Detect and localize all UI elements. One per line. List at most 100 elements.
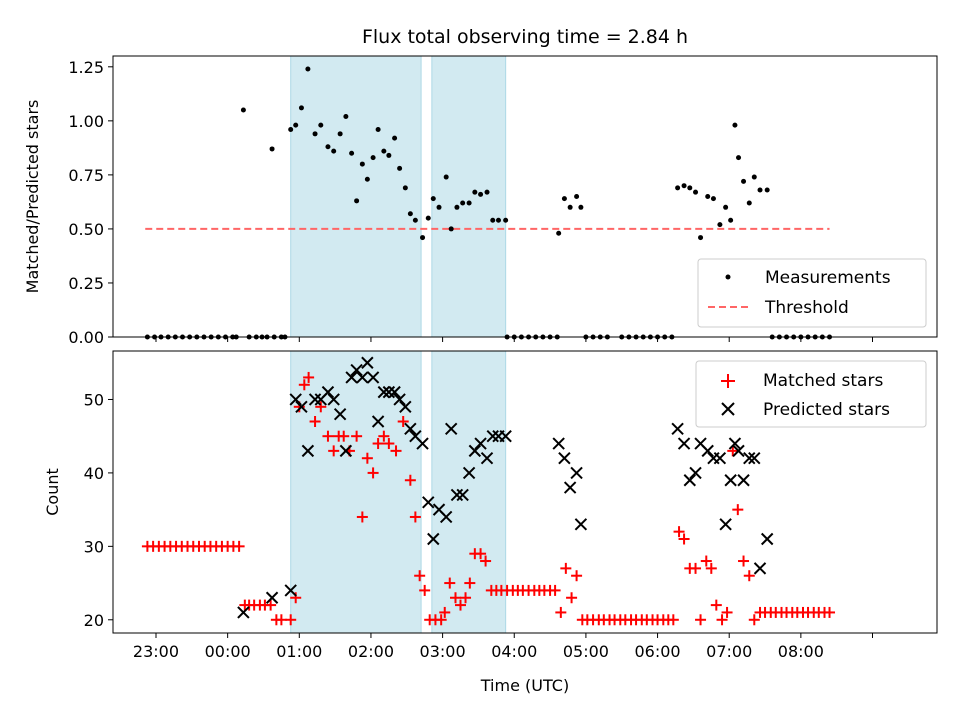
bottom-legend-box: [695, 360, 927, 428]
measurement-point: [420, 235, 426, 241]
measurement-point: [331, 148, 337, 154]
bottom-plot-frame: [112, 350, 938, 634]
top-plot-frame: [112, 55, 938, 338]
matched-star-point: [748, 614, 760, 626]
predicted-star-mark-b: [339, 444, 353, 458]
measurement-point: [359, 161, 365, 167]
chart-title: Flux total observing time = 2.84 h: [362, 26, 688, 48]
predicted-star-mark-b: [265, 591, 279, 604]
measurement-point: [578, 204, 584, 210]
matched-star-point: [233, 540, 245, 552]
measurement-point: [443, 174, 449, 180]
predicted-star-mark-b: [399, 400, 412, 414]
predicted-star-mark-b: [743, 452, 756, 465]
bottom-y-axis-label: Count: [43, 468, 62, 516]
measurement-point: [298, 105, 304, 111]
measurement-point: [381, 148, 387, 154]
predicted-star-mark-b: [422, 496, 435, 509]
legend-threshold-label: Threshold: [764, 298, 849, 318]
predicted-star-mark-b: [748, 452, 761, 465]
predicted-star-mark-b: [713, 452, 727, 465]
matched-star-point: [419, 584, 431, 596]
predicted-star-point: [689, 466, 702, 480]
predicted-star-point: [439, 510, 453, 524]
predicted-star-mark-b: [563, 481, 577, 494]
measurement-point: [728, 217, 734, 223]
x-tick-label: 23:00: [133, 642, 179, 661]
measurement-point: [318, 122, 324, 128]
predicted-star-mark-b: [409, 429, 422, 443]
predicted-star-point: [724, 474, 737, 487]
measurement-point: [397, 165, 403, 171]
predicted-star-mark-b: [327, 393, 340, 406]
observing-window-band: [431, 55, 507, 338]
legend-matched-marker: [721, 374, 735, 388]
measurement-point: [436, 204, 442, 210]
x-tick-label: 01:00: [276, 642, 322, 661]
measurement-point: [386, 152, 392, 158]
predicted-star-point: [265, 591, 279, 604]
measurement-point: [312, 131, 318, 137]
x-tick-label: 00:00: [205, 642, 251, 661]
top-y-axis-ticks: 0.00 0.25 0.50 0.75 1.00 1.25: [68, 58, 113, 347]
predicted-star-point: [760, 532, 774, 546]
measurement-point: [430, 196, 436, 202]
predicted-star-point: [737, 474, 750, 487]
measurement-point: [681, 183, 687, 189]
matched-star-point: [475, 548, 487, 560]
matched-star-point: [361, 452, 373, 464]
matched-star-point: [678, 533, 690, 545]
top-y-tick-label: 0.00: [68, 328, 104, 347]
observing-window-band: [431, 350, 507, 634]
top-observing-windows: [290, 55, 507, 338]
predicted-star-point: [237, 606, 250, 619]
predicted-star-point: [444, 422, 458, 436]
predicted-star-point: [563, 481, 577, 494]
predicted-star-mark-b: [366, 371, 380, 384]
predicted-star-mark-b: [450, 488, 464, 502]
predicted-star-point: [339, 444, 353, 458]
predicted-star-point: [450, 488, 464, 502]
measurement-point: [472, 189, 478, 195]
predicted-star-mark-b: [671, 422, 684, 436]
top-y-tick-label: 0.25: [68, 274, 104, 293]
predicted-star-mark-b: [456, 488, 469, 502]
predicted-star-point: [574, 518, 588, 531]
measurement-point: [407, 211, 413, 217]
predicted-star-point: [361, 356, 374, 369]
predicted-star-mark-b: [689, 466, 702, 480]
predicted-star-mark-b: [753, 562, 767, 575]
matched-stars-points: [141, 371, 836, 626]
measurement-point: [354, 198, 360, 204]
predicted-star-mark-b: [552, 437, 565, 450]
predicted-star-point: [427, 532, 440, 546]
predicted-star-point: [713, 452, 727, 465]
measurement-point: [364, 176, 370, 182]
measurement-point: [490, 217, 496, 223]
matched-star-point: [673, 526, 685, 538]
matched-star-point: [404, 474, 416, 486]
measurement-point: [503, 217, 509, 223]
measurement-point: [478, 191, 484, 197]
measurement-point: [698, 235, 704, 241]
measurement-point: [325, 144, 331, 150]
matched-star-point: [690, 562, 702, 574]
predicted-star-mark-b: [308, 393, 322, 406]
x-tick-label: 07:00: [706, 642, 752, 661]
predicted-star-point: [321, 385, 335, 399]
predicted-star-point: [671, 422, 684, 436]
measurement-point: [349, 150, 355, 156]
measurement-point: [723, 204, 729, 210]
matched-star-point: [303, 371, 315, 383]
matched-star-point: [309, 416, 321, 427]
matched-star-point: [275, 614, 287, 626]
measurement-point: [343, 114, 349, 120]
predicted-star-mark-b: [486, 429, 499, 443]
predicted-star-point: [393, 393, 406, 406]
matched-star-point: [549, 584, 561, 596]
measurement-point: [746, 200, 752, 206]
predicted-star-mark-b: [295, 400, 308, 414]
predicted-star-point: [289, 393, 302, 406]
top-y-tick-label: 1.00: [68, 112, 104, 131]
predicted-star-point: [388, 385, 401, 399]
